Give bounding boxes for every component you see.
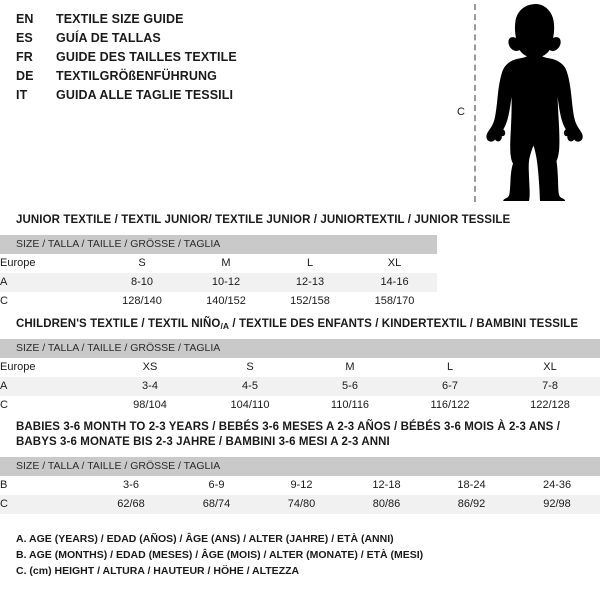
cell: 110/116 — [300, 396, 400, 415]
section-children-textile: CHILDREN'S TEXTILE / TEXTIL NIÑO/A / TEX… — [0, 317, 600, 415]
cell: 68/74 — [174, 495, 259, 514]
cell: 80/86 — [344, 495, 429, 514]
language-title: TEXTILE SIZE GUIDE — [56, 12, 184, 26]
legend-row-a: A. AGE (YEARS) / EDAD (AÑOS) / ÂGE (ANS)… — [16, 533, 394, 545]
cell: 6-9 — [174, 476, 259, 495]
babies-band-row: SIZE / TALLA / TAILLE / GRÖSSE / TAGLIA — [0, 457, 600, 476]
table-row: Europe XS S M L XL — [0, 358, 600, 377]
language-code: EN — [16, 12, 34, 26]
child-silhouette-icon — [486, 4, 583, 201]
cell: 7-8 — [500, 377, 600, 396]
cell: 14-16 — [352, 273, 438, 292]
language-code: ES — [16, 31, 33, 45]
cell: S — [100, 254, 184, 273]
section-title-children-pre: CHILDREN'S TEXTILE / TEXTIL NIÑO — [16, 318, 221, 330]
row-label: A — [0, 273, 100, 292]
section-babies-textile: BABIES 3-6 MONTH TO 2-3 YEARS / BEBÉS 3-… — [0, 420, 600, 514]
cell: 3-4 — [100, 377, 200, 396]
legend-block: A. AGE (YEARS) / EDAD (AÑOS) / ÂGE (ANS)… — [16, 531, 576, 579]
section-junior-textile: JUNIOR TEXTILE / TEXTIL JUNIOR/ TEXTILE … — [0, 213, 600, 311]
junior-size-table: SIZE / TALLA / TAILLE / GRÖSSE / TAGLIA … — [0, 235, 438, 311]
cell: 92/98 — [514, 495, 600, 514]
section-title-babies-line1: BABIES 3-6 MONTH TO 2-3 YEARS / BEBÉS 3-… — [16, 421, 560, 433]
row-label: B — [0, 476, 88, 495]
row-label: C — [0, 396, 100, 415]
cell: 6-7 — [400, 377, 500, 396]
section-title-children-sub: /A — [220, 321, 230, 331]
cell: 86/92 — [429, 495, 514, 514]
table-row: C 98/104 104/110 110/116 116/122 122/128 — [0, 396, 600, 415]
language-title: TEXTILGRÖßENFÜHRUNG — [56, 69, 217, 83]
legend-row-b: B. AGE (MONTHS) / EDAD (MESES) / ÂGE (MO… — [16, 549, 424, 561]
language-title: GUÍA DE TALLAS — [56, 31, 161, 45]
row-label: Europe — [0, 254, 100, 273]
section-title-children: CHILDREN'S TEXTILE / TEXTIL NIÑO/A / TEX… — [0, 317, 600, 332]
row-label: Europe — [0, 358, 100, 377]
table-row: A 3-4 4-5 5-6 6-7 7-8 — [0, 377, 600, 396]
language-title: GUIDA ALLE TAGLIE TESSILI — [56, 88, 234, 102]
legend-row-c: C. (cm) HEIGHT / ALTURA / HAUTEUR / HÖHE… — [16, 565, 300, 577]
cell: 12-18 — [344, 476, 429, 495]
language-code: IT — [16, 88, 28, 102]
height-illustration: C — [440, 0, 600, 205]
table-row: C 62/68 68/74 74/80 80/86 86/92 92/98 — [0, 495, 600, 514]
cell: 104/110 — [200, 396, 300, 415]
cell: 5-6 — [300, 377, 400, 396]
row-label: C — [0, 495, 88, 514]
dashed-measure-line-icon — [474, 4, 476, 202]
language-code: DE — [16, 69, 34, 83]
cell: 74/80 — [259, 495, 344, 514]
cell: XS — [100, 358, 200, 377]
cell: 122/128 — [500, 396, 600, 415]
cell: M — [184, 254, 268, 273]
cell: L — [268, 254, 352, 273]
language-code: FR — [16, 50, 33, 64]
children-band-label: SIZE / TALLA / TAILLE / GRÖSSE / TAGLIA — [0, 339, 600, 358]
language-title: GUIDE DES TAILLES TEXTILE — [56, 50, 237, 64]
language-row-en: EN TEXTILE SIZE GUIDE — [16, 12, 436, 31]
language-row-es: ES GUÍA DE TALLAS — [16, 31, 436, 50]
language-row-de: DE TEXTILGRÖßENFÜHRUNG — [16, 69, 436, 88]
cell: 116/122 — [400, 396, 500, 415]
language-row-it: IT GUIDA ALLE TAGLIE TESSILI — [16, 88, 436, 107]
language-title-block: EN TEXTILE SIZE GUIDE ES GUÍA DE TALLAS … — [16, 12, 436, 107]
babies-size-table: SIZE / TALLA / TAILLE / GRÖSSE / TAGLIA … — [0, 457, 600, 514]
row-label: A — [0, 377, 100, 396]
cell: 158/170 — [352, 292, 438, 311]
cell: 12-13 — [268, 273, 352, 292]
cell: 18-24 — [429, 476, 514, 495]
junior-band-row: SIZE / TALLA / TAILLE / GRÖSSE / TAGLIA — [0, 235, 438, 254]
children-band-row: SIZE / TALLA / TAILLE / GRÖSSE / TAGLIA — [0, 339, 600, 358]
cell: 24-36 — [514, 476, 600, 495]
cell: 152/158 — [268, 292, 352, 311]
table-row: Europe S M L XL — [0, 254, 438, 273]
cell: 9-12 — [259, 476, 344, 495]
cell: L — [400, 358, 500, 377]
junior-band-label: SIZE / TALLA / TAILLE / GRÖSSE / TAGLIA — [0, 235, 438, 254]
cell: 10-12 — [184, 273, 268, 292]
cell: 140/152 — [184, 292, 268, 311]
cell: 62/68 — [88, 495, 174, 514]
cell: 8-10 — [100, 273, 184, 292]
cell: XL — [352, 254, 438, 273]
row-label: C — [0, 292, 100, 311]
table-row: A 8-10 10-12 12-13 14-16 — [0, 273, 438, 292]
cell: XL — [500, 358, 600, 377]
cell: 128/140 — [100, 292, 184, 311]
cell: 3-6 — [88, 476, 174, 495]
section-title-children-post: / TEXTILE DES ENFANTS / KINDERTEXTIL / B… — [229, 318, 579, 330]
cell: 4-5 — [200, 377, 300, 396]
height-marker-label: C — [457, 106, 465, 118]
section-title-junior: JUNIOR TEXTILE / TEXTIL JUNIOR/ TEXTILE … — [16, 214, 511, 226]
cell: S — [200, 358, 300, 377]
section-title-babies-line2: BABYS 3-6 MONATE BIS 2-3 JAHRE / BAMBINI… — [16, 436, 390, 448]
cell: M — [300, 358, 400, 377]
cell: 98/104 — [100, 396, 200, 415]
table-row: C 128/140 140/152 152/158 158/170 — [0, 292, 438, 311]
language-row-fr: FR GUIDE DES TAILLES TEXTILE — [16, 50, 436, 69]
table-row: B 3-6 6-9 9-12 12-18 18-24 24-36 — [0, 476, 600, 495]
babies-band-label: SIZE / TALLA / TAILLE / GRÖSSE / TAGLIA — [0, 457, 600, 476]
children-size-table: SIZE / TALLA / TAILLE / GRÖSSE / TAGLIA … — [0, 339, 600, 415]
